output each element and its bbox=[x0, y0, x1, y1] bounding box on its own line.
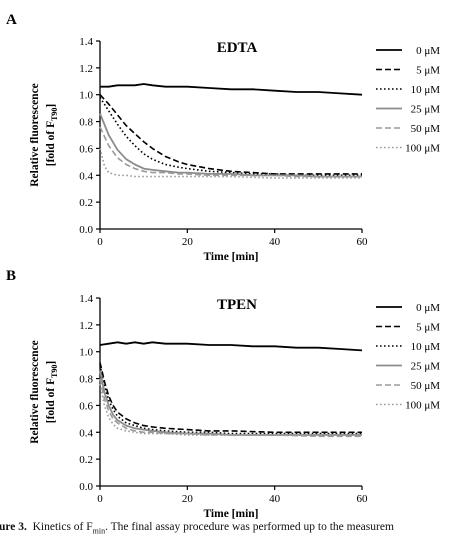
y-tick-label: 0.8 bbox=[79, 374, 93, 386]
x-tick-label: 20 bbox=[182, 493, 194, 505]
legend-label: 10 μM bbox=[411, 341, 441, 353]
y-tick-label: 0.4 bbox=[79, 427, 93, 439]
y-tick-label: 0.2 bbox=[79, 197, 93, 209]
figure-caption: igure 3. Kinetics of Fmin. The final ass… bbox=[0, 521, 474, 535]
caption-subscript: min bbox=[92, 526, 106, 536]
series-line bbox=[99, 341, 363, 352]
y-axis-label-suffix: ] bbox=[45, 361, 57, 365]
legend-label: 5 μM bbox=[416, 322, 440, 334]
legend-label: 50 μM bbox=[411, 123, 441, 135]
x-tick-label: 40 bbox=[269, 493, 281, 505]
series-line bbox=[99, 96, 362, 177]
series-line bbox=[99, 94, 362, 175]
x-axis-label: Time [min] bbox=[203, 508, 258, 520]
panel-label: B bbox=[6, 268, 16, 284]
series-line bbox=[99, 378, 362, 438]
x-tick-label: 20 bbox=[182, 236, 194, 248]
y-axis-label-subscript: T90 bbox=[50, 108, 59, 121]
chart-panel-A: A 0.0 0.2 0.4 0.6 0.8 1.0 1.2 1.4 0 20 40 60 Time [mi… bbox=[6, 12, 440, 263]
y-axis-label-prefix: [fold of F bbox=[45, 121, 57, 166]
x-tick-label: 60 bbox=[357, 493, 369, 505]
caption-label: igure 3. bbox=[0, 521, 27, 533]
legend-label: 0 μM bbox=[416, 302, 440, 314]
legend-label: 25 μM bbox=[411, 104, 441, 116]
series-line bbox=[100, 83, 363, 96]
legend-label: 5 μM bbox=[416, 65, 440, 77]
series-line bbox=[99, 113, 362, 178]
y-tick-label: 1.4 bbox=[79, 293, 93, 305]
chart-title: EDTA bbox=[217, 40, 258, 56]
legend: 0 μM 5 μM 10 μM 25 μM 50 μM 100 μM bbox=[376, 45, 440, 155]
y-axis-label: Relative fluorescence bbox=[29, 340, 41, 444]
legend-label: 100 μM bbox=[405, 143, 440, 155]
y-tick-label: 1.0 bbox=[79, 90, 93, 102]
series-line bbox=[99, 148, 362, 179]
y-tick-label: 1.2 bbox=[79, 63, 93, 75]
y-tick-label: 0.4 bbox=[79, 170, 93, 182]
y-tick-label: 1.0 bbox=[79, 347, 93, 359]
y-tick-label: 0.0 bbox=[79, 224, 93, 236]
y-tick-label: 1.4 bbox=[79, 36, 93, 48]
y-tick-label: 1.2 bbox=[79, 320, 93, 332]
y-tick-label: 0.6 bbox=[79, 400, 93, 412]
y-axis-label: Relative fluorescence bbox=[29, 83, 41, 187]
caption-text-before: Kinetics of F bbox=[32, 521, 93, 533]
caption-text-after: . The final assay procedure was performe… bbox=[105, 521, 394, 533]
series-line bbox=[99, 362, 362, 434]
x-tick-label: 0 bbox=[97, 236, 103, 248]
y-axis-label-suffix: ] bbox=[45, 104, 57, 108]
y-tick-label: 0.0 bbox=[79, 481, 93, 493]
y-tick-label: 0.8 bbox=[79, 117, 93, 129]
y-axis-label-unit: [fold of FT90] bbox=[45, 361, 59, 424]
legend-label: 10 μM bbox=[411, 84, 441, 96]
series-line bbox=[99, 364, 362, 435]
x-tick-label: 0 bbox=[97, 493, 103, 505]
y-tick-label: 0.6 bbox=[79, 143, 93, 155]
y-tick-label: 0.2 bbox=[79, 454, 93, 466]
series-line bbox=[99, 370, 362, 436]
legend-label: 0 μM bbox=[416, 45, 440, 57]
legend-label: 50 μM bbox=[411, 380, 441, 392]
legend-label: 25 μM bbox=[411, 361, 441, 373]
panel-label: A bbox=[6, 12, 17, 28]
x-axis-label: Time [min] bbox=[203, 251, 258, 263]
chart-title: TPEN bbox=[217, 297, 257, 313]
legend: 0 μM 5 μM 10 μM 25 μM 50 μM 100 μM bbox=[376, 302, 440, 412]
y-axis-label-unit: [fold of FT90] bbox=[45, 104, 59, 167]
series-line bbox=[99, 383, 362, 436]
chart-panel-B: B 0.0 0.2 0.4 0.6 0.8 1.0 1.2 1.4 0 20 40 60 Time [mi… bbox=[6, 268, 440, 520]
x-tick-label: 60 bbox=[357, 236, 369, 248]
y-axis-label-subscript: T90 bbox=[50, 365, 59, 378]
series-line bbox=[99, 126, 362, 178]
legend-label: 100 μM bbox=[405, 400, 440, 412]
y-axis-label-prefix: [fold of F bbox=[45, 378, 57, 423]
x-tick-label: 40 bbox=[269, 236, 281, 248]
